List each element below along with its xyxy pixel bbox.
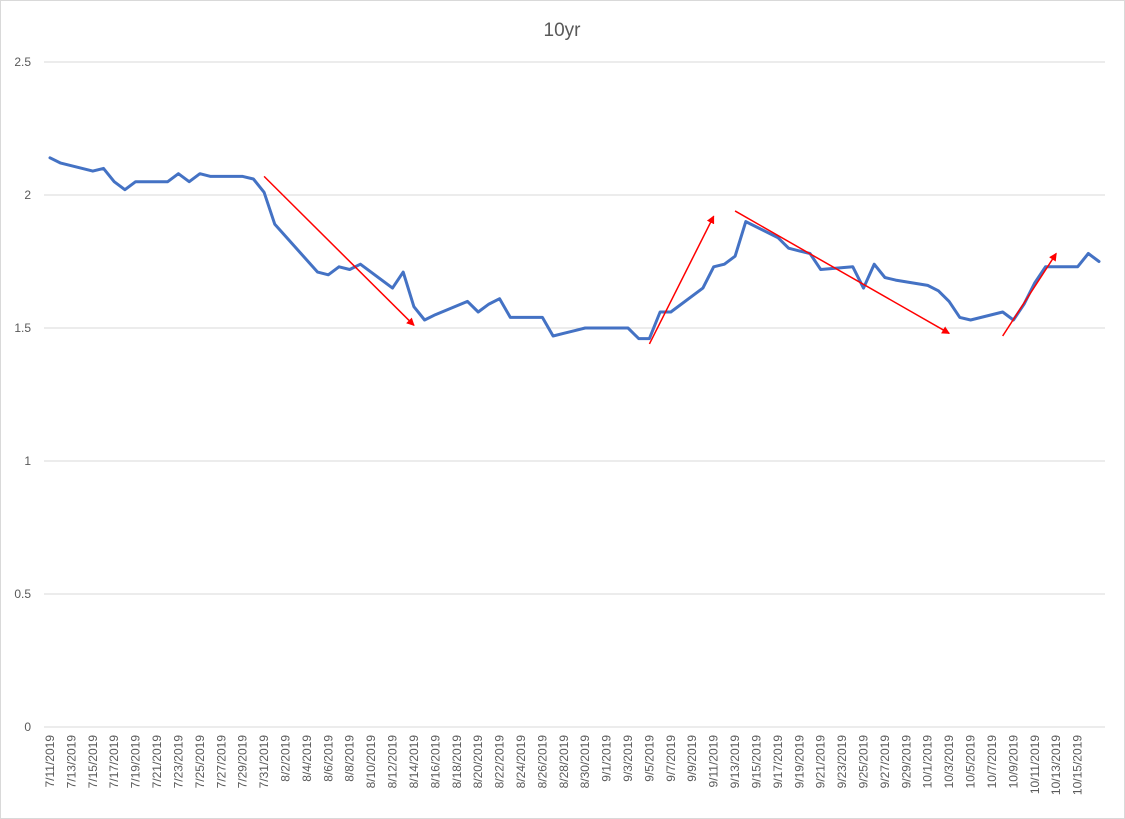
y-tick-label: 2.5 [14,55,31,69]
x-tick-label: 9/23/2019 [835,735,849,789]
gridlines [44,61,1105,728]
chart-title: 10yr [544,20,582,41]
x-tick-label: 7/11/2019 [43,735,57,788]
x-tick-label: 10/11/2019 [1028,735,1042,794]
x-tick-label: 8/8/2019 [343,735,357,782]
y-tick-label: 2 [24,188,31,202]
annotation-layer [263,175,1057,345]
x-tick-label: 8/18/2019 [450,735,464,789]
x-tick-label: 7/17/2019 [107,735,121,789]
x-tick-label: 8/2/2019 [278,735,292,782]
x-tick-label: 8/30/2019 [578,735,592,789]
x-tick-label: 9/13/2019 [728,735,742,789]
trend-arrow [1002,252,1057,337]
x-tick-label: 7/27/2019 [214,735,228,789]
y-tick-label: 0 [24,720,31,734]
x-tick-label: 9/25/2019 [857,735,871,789]
x-tick-label: 10/3/2019 [942,735,956,789]
x-tick-label: 8/10/2019 [364,735,378,789]
x-tick-label: 8/6/2019 [321,735,335,782]
x-tick-label: 9/27/2019 [878,735,892,789]
y-tick-label: 1 [24,454,31,468]
x-tick-label: 8/26/2019 [535,735,549,789]
x-tick-label: 9/21/2019 [814,735,828,789]
x-tick-label: 10/15/2019 [1071,735,1085,795]
x-tick-label: 9/11/2019 [707,735,721,788]
x-tick-label: 8/20/2019 [471,735,485,789]
y-axis-ticks: 0 0.5 1 1.5 2 2.5 [14,55,31,734]
trend-arrow [734,210,951,334]
y-tick-label: 0.5 [14,587,31,601]
x-tick-label: 10/5/2019 [964,735,978,789]
x-tick-label: 8/14/2019 [407,735,421,789]
x-tick-label: 9/17/2019 [771,735,785,789]
x-tick-label: 10/13/2019 [1049,735,1063,795]
x-tick-label: 7/19/2019 [129,735,143,789]
x-tick-label: 9/29/2019 [899,735,913,789]
x-tick-label: 7/29/2019 [236,735,250,789]
x-tick-label: 9/15/2019 [749,735,763,789]
x-tick-label: 7/23/2019 [171,735,185,789]
x-tick-label: 7/25/2019 [193,735,207,789]
x-tick-label: 8/22/2019 [493,735,507,789]
x-tick-label: 8/4/2019 [300,735,314,782]
x-tick-label: 8/16/2019 [428,735,442,789]
x-tick-label: 10/1/2019 [921,735,935,789]
x-tick-label: 9/1/2019 [600,735,614,782]
x-tick-label: 9/7/2019 [664,735,678,782]
x-tick-label: 8/24/2019 [514,735,528,789]
trend-arrow [263,175,415,327]
trend-arrow [648,215,715,345]
x-tick-label: 7/13/2019 [64,735,78,789]
x-axis-ticks: 7/11/2019 7/13/2019 7/15/2019 7/17/2019 7/19… [43,735,1085,795]
x-tick-label: 9/3/2019 [621,735,635,782]
x-tick-label: 8/12/2019 [386,735,400,789]
x-tick-label: 7/31/2019 [257,735,271,789]
x-tick-label: 10/7/2019 [985,735,999,789]
x-tick-label: 7/15/2019 [86,735,100,789]
x-tick-label: 9/19/2019 [792,735,806,789]
series-layer [48,156,1101,341]
x-tick-label: 9/5/2019 [642,735,656,782]
series-line [48,156,1101,341]
x-tick-label: 7/21/2019 [150,735,164,789]
x-tick-label: 9/9/2019 [685,735,699,782]
x-tick-label: 8/28/2019 [557,735,571,789]
y-tick-label: 1.5 [14,321,31,335]
x-tick-label: 10/9/2019 [1006,735,1020,789]
